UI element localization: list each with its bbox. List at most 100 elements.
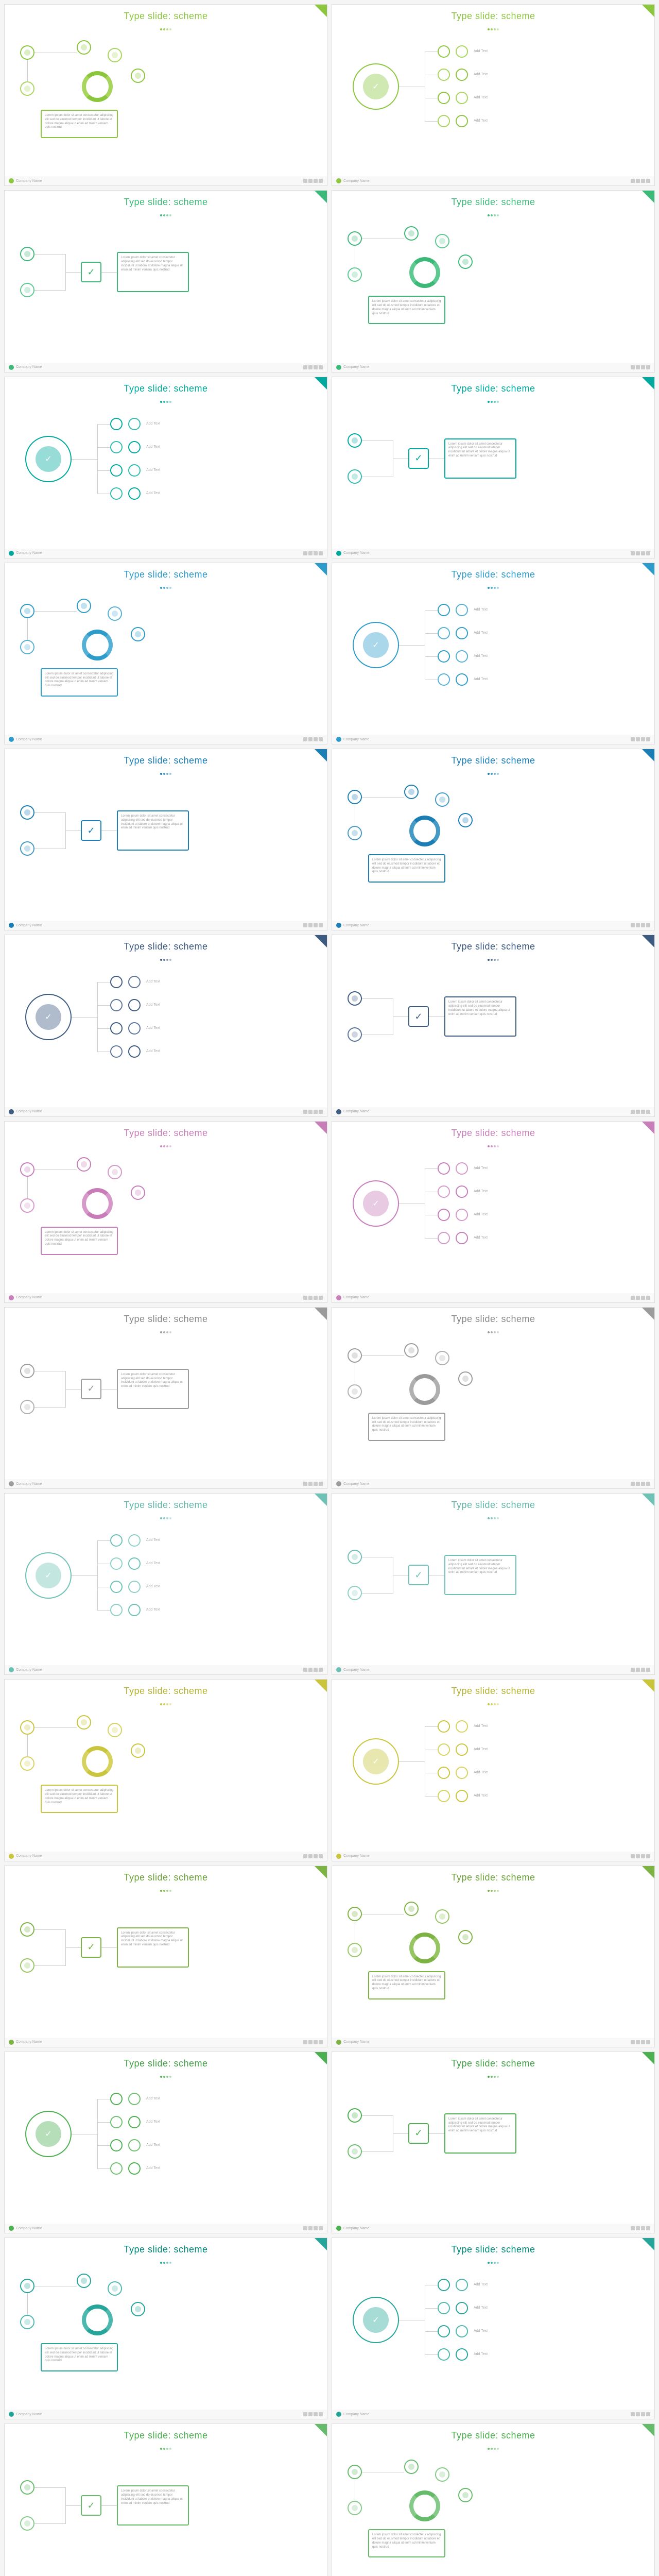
slide-thumbnail[interactable]: Type slide: scheme ✓ Lorem ipsum dolor s… [4,1866,327,2047]
text-box: Lorem ipsum dolor sit amet consectetur a… [368,1413,445,1441]
title-dots [5,1327,327,1336]
footer-icon [308,2412,313,2416]
title-dots [332,2257,654,2266]
title-dots [332,1513,654,1522]
title-dots [5,2257,327,2266]
corner-accent [315,2238,327,2250]
slide-thumbnail[interactable]: Type slide: scheme ✓ Lorem ipsum dolor s… [332,2052,655,2233]
footer-icon [646,1668,650,1672]
slide-title: Type slide: scheme [5,1308,327,1327]
branch-label: Add Text [474,2283,488,2286]
branch-node [128,1045,141,1058]
branch-node [110,999,123,1011]
footer-icon [631,2412,635,2416]
footer-icon [319,365,323,369]
text-box: Lorem ipsum dolor sit amet consectetur a… [444,438,516,479]
branch-node [128,464,141,477]
branch-label: Add Text [474,96,488,99]
footer-icon [303,1296,307,1300]
slide-thumbnail[interactable]: Type slide: scheme Add TextAdd Te [332,1121,655,1303]
branch-label: Add Text [146,1049,160,1053]
slide-thumbnail[interactable]: Type slide: scheme Add TextAdd Te [332,2238,655,2419]
footer-icon [636,1854,640,1858]
slide-thumbnail[interactable]: Type slide: scheme Add TextAdd Te [4,1493,327,1675]
footer-icon [303,2226,307,2230]
corner-accent [315,377,327,389]
slide-thumbnail[interactable]: Type slide: scheme ✓ Lorem ipsum dolor s… [332,1493,655,1675]
footer-icon [646,1110,650,1114]
slide-thumbnail[interactable]: Type slide: scheme ✓ Lorem ipsum dolor s… [4,749,327,930]
footer-icon [631,551,635,555]
slide-title: Type slide: scheme [332,1680,654,1699]
slide-title: Type slide: scheme [332,563,654,582]
slide-title: Type slide: scheme [332,2238,654,2257]
branch-node [438,1185,450,1198]
footer-icon [314,1110,318,1114]
corner-accent [642,563,654,575]
slide-thumbnail[interactable]: Type slide: scheme Add TextAdd Te [332,563,655,744]
slide-thumbnail[interactable]: Type slide: scheme Add TextAdd Te [332,4,655,186]
footer-icon [641,1110,645,1114]
corner-accent [642,2052,654,2064]
text-box: Lorem ipsum dolor sit amet consectetur a… [41,2343,118,2371]
slide-thumbnail[interactable]: Type slide: scheme ✓ Lorem ipsum dolor s… [4,1307,327,1489]
slide-thumbnail[interactable]: Type slide: scheme Lorem ipsum dolor sit… [4,1121,327,1303]
branch-node [456,2302,468,2314]
footer-icon [636,2226,640,2230]
slide-thumbnail[interactable]: Type slide: scheme Lorem ipsum dolor sit… [332,749,655,930]
title-dots [332,954,654,963]
branch-label: Add Text [474,49,488,53]
branch-label: Add Text [146,1538,160,1542]
footer-icon [303,1110,307,1114]
slide-thumbnail[interactable]: Type slide: scheme Lorem ipsum dolor sit… [4,563,327,744]
check-box: ✓ [408,1565,429,1585]
slide-thumbnail[interactable]: Type slide: scheme Lorem ipsum dolor sit… [332,1307,655,1489]
slide-thumbnail[interactable]: Type slide: scheme Lorem ipsum dolor sit… [332,2424,655,2576]
branch-label: Add Text [474,631,488,635]
footer-icon [319,1854,323,1858]
footer-icon [636,923,640,927]
branch-node [456,2348,468,2361]
footer-company: Company Name [343,1482,370,1486]
branch-node [456,69,468,81]
branch-node [456,627,468,639]
slide-thumbnail[interactable]: Type slide: scheme ✓ Lorem ipsum dolor s… [4,190,327,372]
slide-thumbnail[interactable]: Type slide: scheme ✓ Lorem ipsum dolor s… [4,2424,327,2576]
footer-icon [631,2226,635,2230]
slide-title: Type slide: scheme [5,377,327,396]
branch-node [456,2279,468,2291]
title-dots [5,210,327,219]
slide-thumbnail[interactable]: Type slide: scheme Lorem ipsum dolor sit… [332,1866,655,2047]
footer-icon [646,923,650,927]
slide-thumbnail[interactable]: Type slide: scheme ✓ Lorem ipsum dolor s… [332,935,655,1116]
branch-label: Add Text [474,677,488,681]
slide-thumbnail[interactable]: Type slide: scheme Lorem ipsum dolor sit… [4,1679,327,1861]
branch-node [438,69,450,81]
slide-title: Type slide: scheme [5,563,327,582]
text-box: Lorem ipsum dolor sit amet consectetur a… [41,668,118,697]
slide-footer: Company Name [332,363,654,372]
slide-footer: Company Name [5,921,327,930]
footer-company: Company Name [16,1854,42,1858]
branch-node [456,650,468,663]
slide-thumbnail[interactable]: Type slide: scheme Lorem ipsum dolor sit… [4,4,327,186]
slide-thumbnail[interactable]: Type slide: scheme Lorem ipsum dolor sit… [4,2238,327,2419]
slide-thumbnail[interactable]: Type slide: scheme Add TextAdd Te [332,1679,655,1861]
footer-company: Company Name [16,1296,42,1299]
slide-thumbnail[interactable]: Type slide: scheme Add TextAdd Te [4,377,327,558]
slide-thumbnail[interactable]: Type slide: scheme Add TextAdd Te [4,935,327,1116]
footer-icon [319,923,323,927]
branch-node [438,2348,450,2361]
footer-icon [631,1854,635,1858]
branch-node [128,1604,141,1616]
branch-node [110,2116,123,2128]
slide-thumbnail[interactable]: Type slide: scheme Add TextAdd Te [4,2052,327,2233]
slide-thumbnail[interactable]: Type slide: scheme Lorem ipsum dolor sit… [332,190,655,372]
footer-icon [636,365,640,369]
footer-icon [308,1482,313,1486]
slide-thumbnail[interactable]: Type slide: scheme ✓ Lorem ipsum dolor s… [332,377,655,558]
slide-content: ✓ Lorem ipsum dolor sit amet consectetur… [332,1524,654,1674]
slide-content: Lorem ipsum dolor sit amet consectetur a… [5,35,327,185]
footer-icon [303,2040,307,2044]
slide-title: Type slide: scheme [332,377,654,396]
